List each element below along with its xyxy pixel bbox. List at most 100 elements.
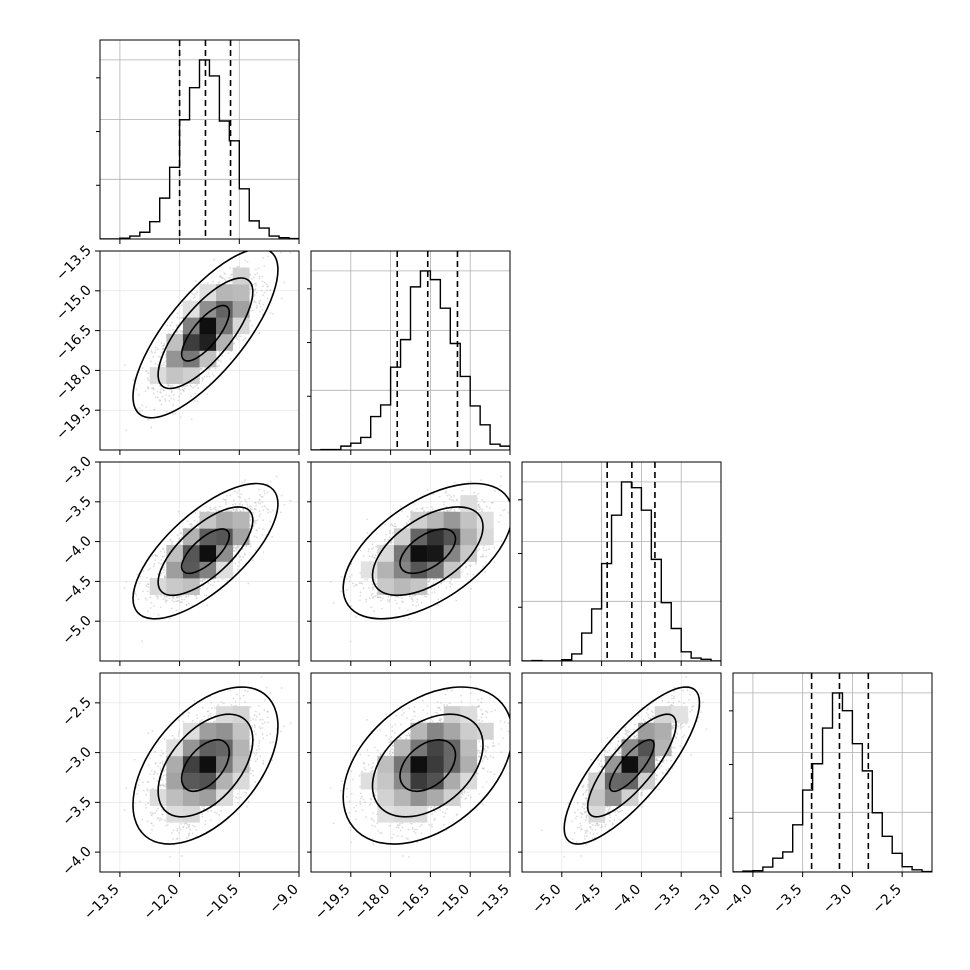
sample-point: [213, 581, 216, 583]
sample-point: [289, 251, 292, 254]
sample-point: [163, 551, 166, 553]
histogram-step: [100, 59, 299, 239]
sample-point: [238, 265, 240, 268]
sample-point: [208, 367, 211, 370]
sample-point: [259, 299, 262, 302]
sample-point: [156, 348, 159, 351]
sample-point: [240, 335, 242, 338]
sample-point: [194, 385, 197, 388]
sample-point: [233, 246, 235, 248]
sample-point: [159, 391, 162, 394]
sample-point: [245, 545, 248, 548]
sample-point: [125, 429, 128, 432]
sample-point: [237, 335, 240, 338]
sample-point: [156, 396, 159, 399]
sample-point: [240, 558, 243, 561]
sample-point: [185, 603, 188, 606]
sample-point: [252, 525, 255, 528]
sample-point: [180, 595, 183, 598]
sample-point: [266, 285, 269, 288]
corr-panel-1-0: −19.5−18.0−16.5−15.0−13.5: [53, 243, 300, 455]
sample-point: [195, 594, 198, 597]
sample-point: [265, 283, 268, 286]
sample-point: [144, 390, 147, 393]
sample-point: [262, 509, 265, 512]
sample-point: [307, 485, 309, 487]
sample-point: [255, 504, 257, 507]
sample-point: [241, 481, 244, 484]
sample-point: [137, 393, 140, 396]
density-cell: [232, 267, 250, 285]
sample-point: [163, 361, 165, 364]
sample-point: [179, 416, 182, 419]
sample-point: [230, 273, 233, 276]
sample-point: [178, 388, 180, 391]
sample-point: [162, 344, 164, 347]
sample-point: [146, 590, 149, 593]
sample-point: [154, 351, 156, 354]
sample-point: [259, 310, 261, 313]
sample-point: [158, 562, 160, 565]
sample-point: [163, 344, 166, 347]
sample-point: [181, 601, 183, 604]
sample-point: [238, 561, 240, 563]
sample-point: [172, 393, 175, 396]
sample-point: [226, 579, 229, 582]
sample-point: [261, 505, 264, 508]
sample-point: [195, 293, 197, 295]
sample-point: [207, 582, 210, 585]
sample-point: [238, 489, 240, 492]
sample-point: [226, 494, 228, 497]
sample-point: [272, 313, 274, 315]
sample-point: [159, 388, 162, 391]
sample-point: [154, 559, 156, 561]
sample-point: [145, 405, 148, 408]
sample-point: [218, 365, 220, 367]
sample-point: [261, 501, 264, 503]
sample-point: [269, 480, 272, 483]
sample-point: [203, 375, 206, 378]
sample-point: [255, 306, 258, 309]
sample-point: [237, 549, 240, 552]
sample-point: [258, 488, 261, 491]
sample-point: [237, 507, 239, 510]
sample-point: [187, 595, 190, 598]
sample-point: [190, 522, 193, 525]
sample-point: [218, 352, 221, 354]
sample-point: [152, 355, 154, 358]
sample-point: [208, 375, 211, 378]
sample-point: [172, 600, 175, 603]
sample-point: [191, 292, 193, 295]
sample-point: [177, 599, 180, 602]
sample-point: [194, 296, 196, 298]
sample-point: [240, 493, 243, 496]
sample-point: [271, 535, 274, 538]
sample-point: [263, 490, 266, 492]
sample-point: [184, 595, 187, 598]
sample-point: [160, 563, 163, 565]
sample-point: [139, 410, 141, 413]
sample-point: [161, 555, 164, 558]
sample-point: [154, 396, 157, 399]
sample-point: [262, 285, 264, 288]
sample-point: [123, 587, 126, 589]
sample-point: [250, 277, 253, 280]
sample-point: [254, 522, 257, 525]
sample-point: [221, 578, 224, 581]
sample-point: [183, 387, 186, 390]
sample-point: [200, 368, 203, 370]
sample-point: [197, 387, 199, 389]
sample-point: [196, 384, 198, 386]
sample-point: [146, 419, 149, 421]
sample-point: [160, 558, 163, 561]
sample-point: [218, 505, 221, 508]
sample-point: [150, 426, 153, 429]
sample-point: [138, 407, 141, 409]
sample-point: [259, 502, 262, 505]
sample-point: [186, 384, 189, 387]
sample-point: [138, 582, 141, 585]
sample-point: [152, 387, 155, 390]
sample-point: [147, 586, 150, 588]
sample-point: [186, 520, 189, 523]
